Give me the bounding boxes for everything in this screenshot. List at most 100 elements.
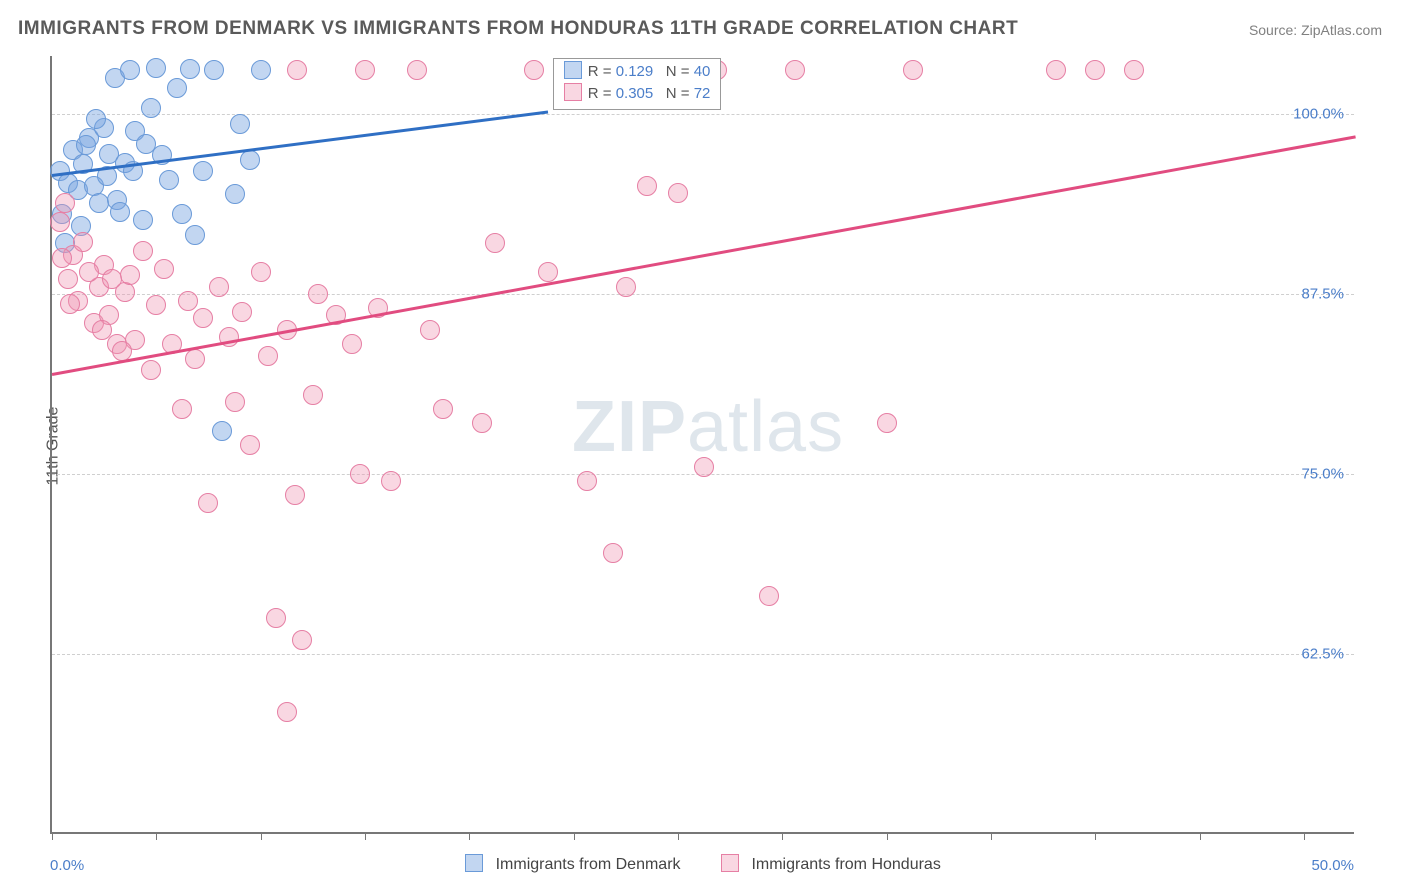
chart-container: IMMIGRANTS FROM DENMARK VS IMMIGRANTS FR… — [0, 0, 1406, 892]
data-point-honduras — [759, 586, 779, 606]
data-point-honduras — [266, 608, 286, 628]
data-point-denmark — [110, 202, 130, 222]
trendline-denmark — [52, 111, 548, 177]
data-point-honduras — [381, 471, 401, 491]
data-point-denmark — [167, 78, 187, 98]
watermark: ZIPatlas — [572, 386, 844, 468]
watermark-zip: ZIP — [572, 387, 687, 467]
correlation-row-denmark: R = 0.129 N = 40 — [564, 61, 711, 83]
r-label: R — [588, 85, 599, 102]
legend-item-honduras: Immigrants from Honduras — [721, 854, 941, 874]
data-point-honduras — [58, 269, 78, 289]
data-point-honduras — [785, 60, 805, 80]
data-point-denmark — [193, 161, 213, 181]
data-point-honduras — [1085, 60, 1105, 80]
data-point-honduras — [102, 269, 122, 289]
data-point-honduras — [277, 702, 297, 722]
r-label: R — [588, 63, 599, 80]
watermark-atlas: atlas — [687, 387, 844, 467]
data-point-denmark — [204, 60, 224, 80]
equals: = — [677, 63, 694, 80]
data-point-honduras — [146, 295, 166, 315]
data-point-honduras — [877, 413, 897, 433]
data-point-honduras — [1124, 60, 1144, 80]
data-point-honduras — [577, 471, 597, 491]
data-point-honduras — [433, 399, 453, 419]
data-point-honduras — [903, 60, 923, 80]
y-tick-label: 75.0% — [1301, 465, 1344, 482]
data-point-honduras — [350, 464, 370, 484]
data-point-honduras — [524, 60, 544, 80]
data-point-honduras — [73, 232, 93, 252]
n-label: N — [666, 63, 677, 80]
data-point-honduras — [60, 294, 80, 314]
x-tick — [1304, 832, 1305, 840]
data-point-denmark — [136, 134, 156, 154]
data-point-honduras — [154, 259, 174, 279]
data-point-honduras — [472, 413, 492, 433]
x-tick — [1095, 832, 1096, 840]
data-point-honduras — [240, 435, 260, 455]
r-value: 0.305 — [616, 85, 654, 102]
legend-label-honduras: Immigrants from Honduras — [751, 856, 940, 873]
data-point-denmark — [89, 193, 109, 213]
correlation-row-honduras: R = 0.305 N = 72 — [564, 83, 711, 105]
data-point-honduras — [637, 176, 657, 196]
data-point-honduras — [178, 291, 198, 311]
equals: = — [677, 85, 694, 102]
x-tick — [365, 832, 366, 840]
data-point-honduras — [308, 284, 328, 304]
gridline — [52, 114, 1354, 115]
y-tick-label: 62.5% — [1301, 645, 1344, 662]
data-point-honduras — [285, 485, 305, 505]
data-point-honduras — [141, 360, 161, 380]
data-point-honduras — [485, 233, 505, 253]
data-point-honduras — [133, 241, 153, 261]
legend-swatch-denmark — [564, 61, 582, 79]
data-point-denmark — [230, 114, 250, 134]
x-tick — [52, 832, 53, 840]
data-point-honduras — [420, 320, 440, 340]
x-tick — [1200, 832, 1201, 840]
data-point-honduras — [92, 320, 112, 340]
data-point-denmark — [120, 60, 140, 80]
data-point-honduras — [193, 308, 213, 328]
trendline-honduras — [52, 135, 1356, 375]
x-tick — [678, 832, 679, 840]
data-point-denmark — [180, 59, 200, 79]
legend-swatch-honduras — [721, 854, 739, 872]
correlation-legend: R = 0.129 N = 40R = 0.305 N = 72 — [553, 58, 722, 110]
data-point-honduras — [232, 302, 252, 322]
equals: = — [599, 63, 616, 80]
data-point-denmark — [251, 60, 271, 80]
data-point-denmark — [86, 109, 106, 129]
data-point-honduras — [287, 60, 307, 80]
legend-swatch-honduras — [564, 83, 582, 101]
data-point-honduras — [185, 349, 205, 369]
data-point-honduras — [198, 493, 218, 513]
data-point-honduras — [538, 262, 558, 282]
data-point-denmark — [141, 98, 161, 118]
data-point-honduras — [225, 392, 245, 412]
data-point-honduras — [1046, 60, 1066, 80]
legend-swatch-denmark — [465, 854, 483, 872]
gridline — [52, 654, 1354, 655]
data-point-denmark — [146, 58, 166, 78]
x-tick — [156, 832, 157, 840]
x-tick — [782, 832, 783, 840]
x-tick — [261, 832, 262, 840]
legend-label-denmark: Immigrants from Denmark — [496, 856, 681, 873]
data-point-honduras — [50, 212, 70, 232]
data-point-honduras — [120, 265, 140, 285]
data-point-denmark — [76, 135, 96, 155]
data-point-honduras — [52, 248, 72, 268]
chart-title: IMMIGRANTS FROM DENMARK VS IMMIGRANTS FR… — [18, 18, 1018, 40]
n-value: 40 — [694, 63, 711, 80]
data-point-honduras — [668, 183, 688, 203]
data-point-honduras — [694, 457, 714, 477]
n-label: N — [666, 85, 677, 102]
data-point-honduras — [355, 60, 375, 80]
data-point-denmark — [133, 210, 153, 230]
plot-area: ZIPatlas 62.5%75.0%87.5%100.0%R = 0.129 … — [50, 56, 1354, 834]
r-value: 0.129 — [616, 63, 654, 80]
